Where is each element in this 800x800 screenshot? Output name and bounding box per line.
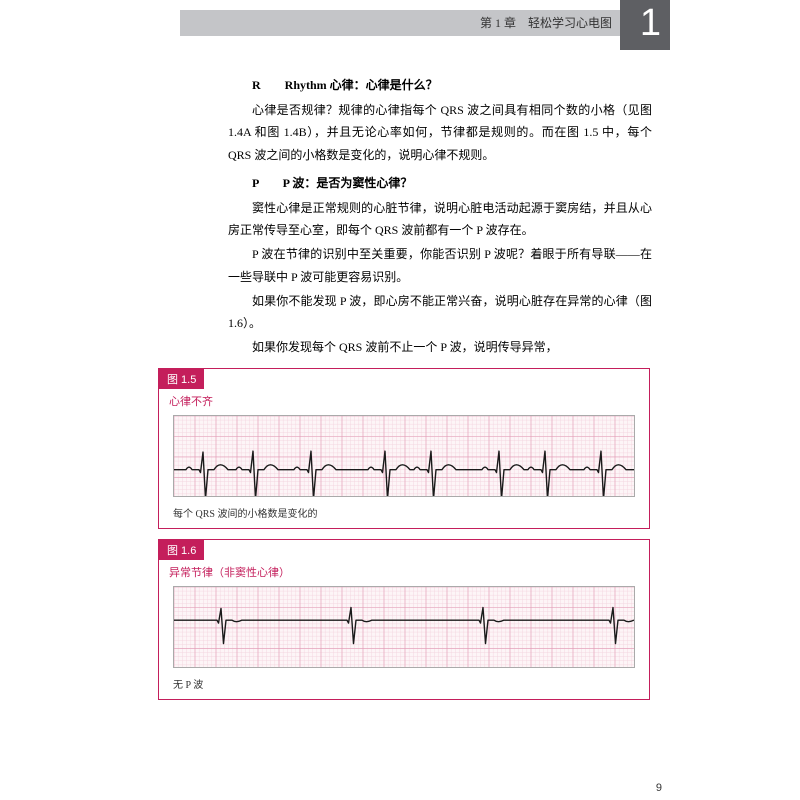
section-heading-r: R Rhythm 心律：心律是什么？	[228, 74, 652, 96]
paragraph: 心律是否规律？规律的心律指每个 QRS 波之间具有相同个数的小格（见图 1.4A…	[228, 99, 652, 166]
figure-title: 心律不齐	[159, 389, 649, 415]
figure-caption: 每个 QRS 波间的小格数是变化的	[159, 497, 649, 528]
chapter-number: 1	[640, 2, 661, 45]
chapter-title: 第 1 章 轻松学习心电图	[480, 14, 612, 31]
paragraph: 窦性心律是正常规则的心脏节律，说明心脏电活动起源于窦房结，并且从心房正常传导至心…	[228, 197, 652, 241]
figure-label: 图 1.6	[159, 540, 204, 560]
figure-title: 异常节律（非窦性心律）	[159, 560, 649, 586]
paragraph: P 波在节律的识别中至关重要，你能否识别 P 波呢？着眼于所有导联——在一些导联…	[228, 243, 652, 287]
body-text: R Rhythm 心律：心律是什么？ 心律是否规律？规律的心律指每个 QRS 波…	[130, 50, 670, 358]
figure-caption: 无 P 波	[159, 668, 649, 699]
paragraph: 如果你不能发现 P 波，即心房不能正常兴奋，说明心脏存在异常的心律（图 1.6）…	[228, 290, 652, 334]
figure-label: 图 1.5	[159, 369, 204, 389]
chapter-header: 第 1 章 轻松学习心电图 1	[130, 0, 670, 50]
paragraph: 如果你发现每个 QRS 波前不止一个 P 波，说明传导异常，	[228, 336, 652, 358]
ecg-trace-irregular	[173, 415, 635, 497]
page-number: 9	[656, 782, 662, 794]
section-heading-p: P P 波：是否为窦性心律？	[228, 172, 652, 194]
figure-1-5: 图 1.5 心律不齐 每个 QRS 波间的小格数是变化的	[158, 368, 650, 529]
ecg-trace-abnormal	[173, 586, 635, 668]
figure-1-6: 图 1.6 异常节律（非窦性心律） 无 P 波	[158, 539, 650, 700]
